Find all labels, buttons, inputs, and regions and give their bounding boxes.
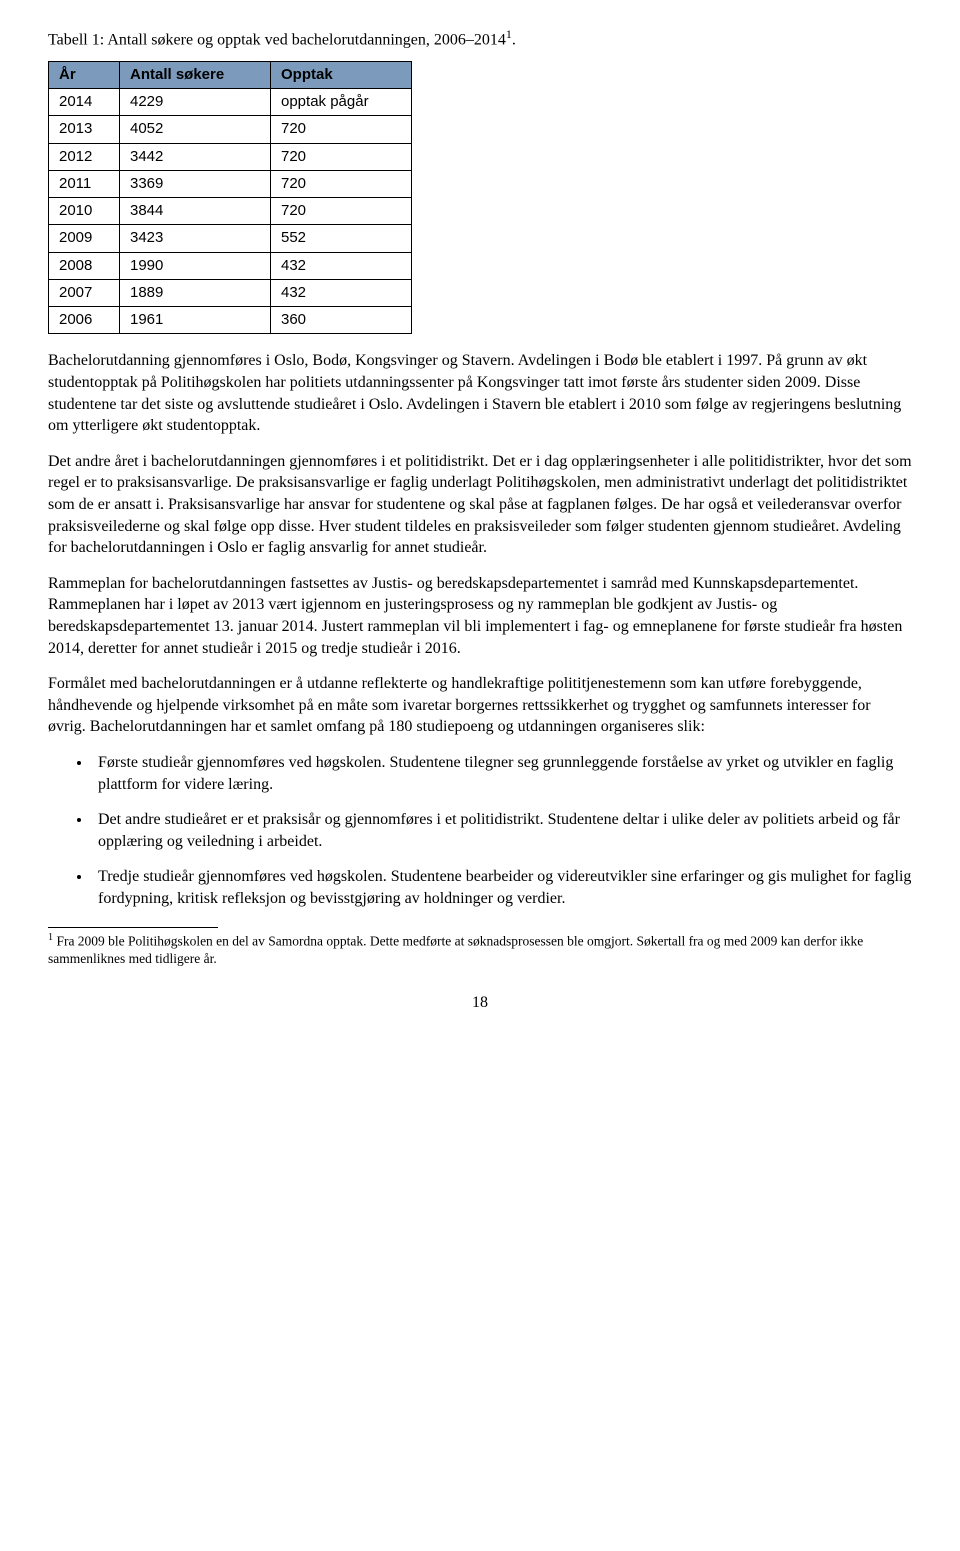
table-cell: 3844: [120, 198, 271, 225]
table-row: 20134052720: [49, 116, 412, 143]
col-applicants: Antall søkere: [120, 61, 271, 88]
table-cell: 1889: [120, 279, 271, 306]
table-caption: Tabell 1: Antall søkere og opptak ved ba…: [48, 26, 912, 51]
table-cell: 2010: [49, 198, 120, 225]
table-cell: 552: [271, 225, 412, 252]
table-cell: 720: [271, 198, 412, 225]
table-cell: 2009: [49, 225, 120, 252]
table-cell: 720: [271, 116, 412, 143]
footnote-separator: [48, 927, 218, 928]
list-item: Første studieår gjennomføres ved høgskol…: [92, 752, 912, 795]
col-year: År: [49, 61, 120, 88]
table-cell: 2013: [49, 116, 120, 143]
footnote: 1 Fra 2009 ble Politihøgskolen en del av…: [48, 932, 912, 967]
list-item: Det andre studieåret er et praksisår og …: [92, 809, 912, 852]
table-row: 20081990432: [49, 252, 412, 279]
col-intake: Opptak: [271, 61, 412, 88]
paragraph-3: Rammeplan for bachelorutdanningen fastse…: [48, 573, 912, 659]
table-header-row: År Antall søkere Opptak: [49, 61, 412, 88]
table-cell: 4229: [120, 89, 271, 116]
table-cell: 3369: [120, 170, 271, 197]
table-row: 20113369720: [49, 170, 412, 197]
table-cell: 2006: [49, 307, 120, 334]
table-row: 20071889432: [49, 279, 412, 306]
page-number: 18: [48, 992, 912, 1014]
table-cell: 2007: [49, 279, 120, 306]
paragraph-2: Det andre året i bachelorutdanningen gje…: [48, 451, 912, 559]
table-cell: 3442: [120, 143, 271, 170]
table-cell: 1990: [120, 252, 271, 279]
bullet-list: Første studieår gjennomføres ved høgskol…: [48, 752, 912, 910]
table-cell: 432: [271, 252, 412, 279]
table-cell: 3423: [120, 225, 271, 252]
table-row: 20061961360: [49, 307, 412, 334]
table-cell: 4052: [120, 116, 271, 143]
table-cell: 2014: [49, 89, 120, 116]
table-cell: 2011: [49, 170, 120, 197]
table-cell: 360: [271, 307, 412, 334]
table-cell: 720: [271, 170, 412, 197]
table-cell: 1961: [120, 307, 271, 334]
table-row: 20093423552: [49, 225, 412, 252]
table-row: 20144229opptak pågår: [49, 89, 412, 116]
caption-suffix: .: [512, 31, 516, 48]
data-table: År Antall søkere Opptak 20144229opptak p…: [48, 61, 412, 335]
table-cell: 432: [271, 279, 412, 306]
table-row: 20103844720: [49, 198, 412, 225]
paragraph-1: Bachelorutdanning gjennomføres i Oslo, B…: [48, 350, 912, 436]
table-cell: 2008: [49, 252, 120, 279]
footnote-text: Fra 2009 ble Politihøgskolen en del av S…: [48, 934, 863, 966]
table-cell: 720: [271, 143, 412, 170]
table-cell: opptak pågår: [271, 89, 412, 116]
table-row: 20123442720: [49, 143, 412, 170]
caption-text: Tabell 1: Antall søkere og opptak ved ba…: [48, 31, 506, 48]
paragraph-4: Formålet med bachelorutdanningen er å ut…: [48, 673, 912, 738]
table-cell: 2012: [49, 143, 120, 170]
list-item: Tredje studieår gjennomføres ved høgskol…: [92, 866, 912, 909]
